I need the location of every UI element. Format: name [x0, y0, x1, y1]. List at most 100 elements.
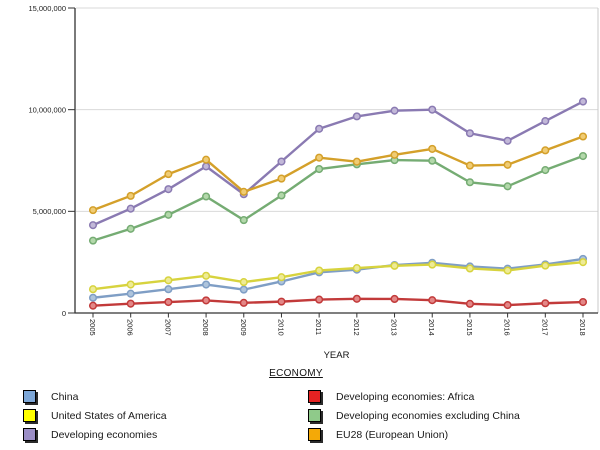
legend-swatch-developing-economies-icon: [23, 428, 36, 441]
data-point-china: [88, 293, 98, 302]
data-point-eu28-european-union: [541, 146, 550, 155]
data-point-united-states-of-america: [315, 266, 324, 275]
data-point-developing-economies: [541, 117, 550, 126]
data-point-eu28-european-union: [465, 161, 474, 170]
legend-item-usa: United States of America: [23, 406, 167, 425]
data-point-eu28-european-union: [352, 157, 361, 166]
data-point-developing-economies: [503, 136, 512, 145]
data-point-developing-economies: [428, 105, 437, 114]
data-point-china: [164, 285, 173, 294]
data-point-developing-economies: [390, 106, 399, 115]
data-point-eu28-european-union: [126, 191, 135, 200]
data-point-eu28-european-union: [277, 174, 286, 183]
data-point-developing-economies-excluding-china: [503, 182, 512, 191]
data-point-developing-economies-excluding-china: [126, 224, 135, 233]
line-chart: 0 5,000,000 10,000,000 15,000,000 2005 2006 20…: [28, 4, 599, 336]
data-point-developing-economies-africa: [390, 294, 399, 304]
data-point-developing-economies-excluding-china: [578, 151, 588, 161]
data-point-united-states-of-america: [88, 285, 98, 294]
data-point-eu28-european-union: [390, 150, 399, 159]
y-tick-label: 15,000,000: [28, 4, 66, 13]
x-tick-label: 2010: [276, 319, 285, 336]
data-point-eu28-european-union: [428, 144, 437, 153]
data-point-eu28-european-union: [503, 160, 512, 169]
legend-column-right: Developing economies: Africa Developing …: [308, 387, 520, 444]
data-point-united-states-of-america: [352, 264, 361, 273]
data-point-developing-economies-africa: [88, 301, 98, 310]
data-point-eu28-european-union: [88, 206, 98, 215]
data-point-united-states-of-america: [578, 258, 588, 267]
data-point-china: [239, 285, 248, 294]
legend-label: United States of America: [51, 409, 167, 422]
x-tick-label: 2016: [503, 319, 512, 336]
x-tick-label: 2013: [390, 319, 399, 336]
data-point-developing-economies: [164, 185, 173, 194]
data-point-united-states-of-america: [164, 276, 173, 285]
data-point-developing-economies: [88, 221, 98, 230]
legend-column-left: China United States of America Developin…: [23, 387, 167, 444]
legend-swatch-developing-excluding-china-icon: [308, 409, 321, 422]
legend-item-eu28: EU28 (European Union): [308, 425, 520, 444]
series-line-eu28-european-union: [92, 135, 584, 212]
data-point-united-states-of-america: [428, 260, 437, 269]
data-point-developing-economies-africa: [202, 296, 211, 305]
x-tick-label: 2018: [578, 319, 587, 336]
x-tick-label: 2009: [239, 319, 248, 336]
data-point-developing-economies-excluding-china: [164, 210, 173, 219]
data-point-developing-economies-africa: [541, 299, 550, 308]
x-tick-label: 2014: [427, 319, 436, 336]
legend-item-developing-excluding-china: Developing economies excluding China: [308, 406, 520, 425]
x-tick-label: 2006: [126, 319, 135, 336]
data-point-developing-economies: [352, 112, 361, 121]
x-tick-label: 2011: [314, 319, 323, 335]
x-tick-label: 2015: [465, 319, 474, 336]
data-point-developing-economies-africa: [465, 299, 474, 308]
data-point-developing-economies-africa: [503, 301, 512, 310]
data-point-developing-economies: [578, 97, 588, 106]
data-point-eu28-european-union: [315, 153, 324, 162]
x-axis-title: YEAR: [323, 350, 350, 361]
data-point-developing-economies-africa: [352, 294, 361, 303]
series-line-developing-economies-excluding-china: [92, 154, 584, 242]
data-point-developing-economies-excluding-china: [88, 236, 98, 245]
data-point-developing-economies-africa: [126, 299, 135, 308]
data-point-developing-economies-excluding-china: [465, 178, 474, 187]
legend-item-developing-economies: Developing economies: [23, 425, 167, 444]
data-point-china: [202, 280, 211, 289]
data-point-developing-economies-africa: [239, 298, 248, 307]
data-point-united-states-of-america: [202, 271, 211, 280]
data-point-united-states-of-america: [541, 261, 550, 270]
x-tick-label: 2008: [201, 319, 210, 336]
data-point-developing-economies: [315, 124, 324, 133]
data-point-developing-economies-excluding-china: [315, 164, 324, 174]
data-point-developing-economies-africa: [315, 295, 324, 304]
legend-title: ECONOMY: [269, 368, 323, 379]
data-point-developing-economies-excluding-china: [202, 192, 211, 201]
data-point-developing-economies-africa: [277, 297, 286, 306]
data-point-developing-economies: [202, 162, 211, 171]
y-tick-label: 10,000,000: [28, 105, 66, 114]
data-point-eu28-european-union: [239, 187, 248, 196]
data-point-united-states-of-america: [503, 266, 512, 275]
data-point-developing-economies-excluding-china: [428, 156, 437, 165]
data-point-developing-economies-africa: [428, 296, 437, 305]
legend-item-china: China: [23, 387, 167, 406]
series-line-china: [92, 257, 584, 299]
x-tick-label: 2017: [540, 319, 549, 336]
legend-label: Developing economies: Africa: [336, 390, 475, 403]
series-line-united-states-of-america: [92, 260, 584, 291]
data-point-eu28-european-union: [202, 155, 211, 164]
series-line-developing-economies-africa: [92, 297, 584, 307]
data-point-united-states-of-america: [390, 261, 399, 270]
legend-item-africa: Developing economies: Africa: [308, 387, 520, 406]
y-tick-label: 5,000,000: [33, 207, 66, 216]
data-point-developing-economies: [126, 204, 135, 213]
x-tick-label: 2005: [88, 319, 97, 336]
data-point-developing-economies-excluding-china: [541, 166, 550, 175]
series-line-developing-economies: [92, 100, 584, 227]
x-tick-label: 2007: [163, 319, 172, 336]
data-point-united-states-of-america: [277, 273, 286, 282]
data-point-china: [126, 289, 135, 298]
data-point-developing-economies-excluding-china: [277, 191, 286, 200]
legend-swatch-china-icon: [23, 390, 36, 403]
